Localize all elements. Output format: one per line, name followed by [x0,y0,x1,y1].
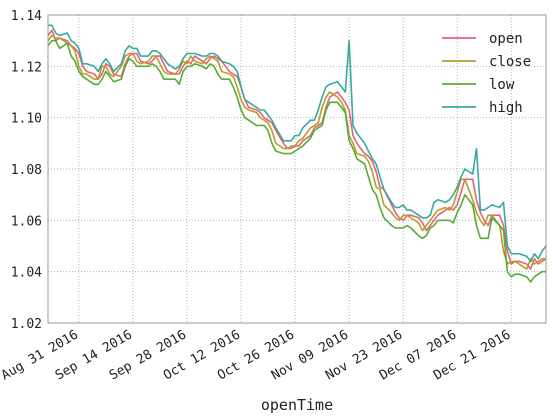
y-tick-label: 1.06 [11,214,42,229]
y-tick-label: 1.12 [11,60,42,75]
y-tick-label: 1.10 [11,112,42,127]
series-line-close [47,34,546,270]
series-line-low [47,39,546,283]
series-line-high [48,24,547,263]
y-tick-label: 1.04 [11,266,42,281]
y-tick-label: 1.14 [11,9,42,24]
x-axis-title: openTime [261,396,333,414]
legend: open close low high [442,31,531,116]
y-axis: 1.02 1.04 1.06 1.08 1.10 1.12 1.14 [11,9,42,332]
legend-label-low: low [489,77,515,93]
legend-label-close: close [489,54,531,70]
series-line-open [47,29,547,270]
plot-frame [47,14,547,324]
legend-label-high: high [489,100,523,116]
y-tick-label: 1.08 [11,163,42,178]
series-lines [47,24,547,283]
legend-label-open: open [489,31,523,47]
y-tick-label: 1.02 [11,317,42,332]
